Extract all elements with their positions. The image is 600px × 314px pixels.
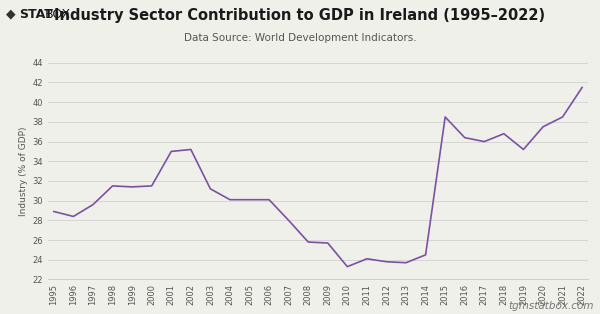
Text: BOX: BOX <box>44 8 71 21</box>
Text: ◆: ◆ <box>6 8 20 21</box>
Text: Data Source: World Development Indicators.: Data Source: World Development Indicator… <box>184 33 416 43</box>
Text: STAT: STAT <box>19 8 53 21</box>
Text: tgmstatbox.com: tgmstatbox.com <box>509 301 594 311</box>
Y-axis label: Industry (% of GDP): Industry (% of GDP) <box>19 126 28 216</box>
Text: Industry Sector Contribution to GDP in Ireland (1995–2022): Industry Sector Contribution to GDP in I… <box>55 8 545 23</box>
